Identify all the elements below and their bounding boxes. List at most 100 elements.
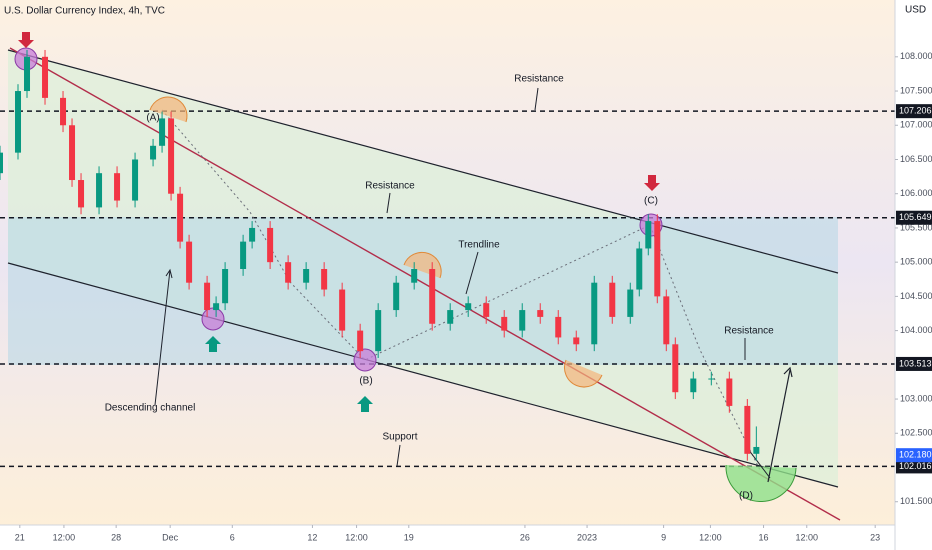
annotation: Resistance — [724, 326, 774, 337]
level-label: 107.206 — [899, 106, 932, 116]
arrows — [18, 32, 793, 483]
level-label: 105.649 — [899, 212, 932, 222]
candle-body — [186, 241, 193, 283]
candle-body — [96, 173, 103, 208]
candle-body — [429, 269, 436, 324]
candle-body — [726, 378, 733, 406]
y-tick-label: 106.000 — [900, 188, 932, 198]
channel-upper — [7, 49, 839, 274]
x-tick-label: 12:00 — [699, 532, 722, 542]
candle-body — [708, 378, 715, 380]
candle-body — [150, 145, 157, 160]
range-band — [8, 217, 838, 365]
candle-body — [267, 227, 274, 263]
candle-body — [663, 296, 670, 345]
annotation: Trendline — [458, 240, 500, 251]
level-label-box — [896, 210, 932, 225]
annotation: Resistance — [514, 74, 564, 85]
candle-body — [303, 269, 310, 283]
x-tick-label: 12:00 — [53, 532, 76, 542]
y-tick-label: 101.500 — [900, 496, 932, 506]
annotation: (C) — [644, 196, 658, 207]
level-label-box — [896, 459, 932, 474]
candle-body — [213, 303, 220, 311]
candle-body — [609, 282, 616, 317]
y-tick-label: 107.500 — [900, 85, 932, 95]
candle-body — [177, 193, 184, 242]
candle-body — [285, 262, 292, 283]
currency: USD — [905, 5, 926, 16]
candle-body — [573, 337, 580, 345]
x-tick-label: 9 — [661, 532, 666, 542]
candle-body — [537, 310, 544, 317]
chart-title: U.S. Dollar Currency Index, 4h, TVC — [4, 6, 165, 17]
candle-body — [465, 303, 472, 311]
last-price-box — [896, 448, 932, 463]
level-label-box — [896, 356, 932, 371]
candle-body — [393, 282, 400, 311]
candle-body — [15, 91, 22, 153]
x-tick-label: 19 — [404, 532, 414, 542]
level-label: 103.513 — [899, 358, 932, 368]
candle-body — [501, 316, 508, 331]
x-tick-label: 21 — [15, 532, 25, 542]
y-tick-label: 105.000 — [900, 257, 932, 267]
channel-lower — [7, 262, 839, 488]
candle-body — [645, 221, 652, 249]
candle-body — [411, 269, 418, 283]
candle-body — [159, 118, 166, 146]
time-axis — [0, 525, 895, 550]
candle-body — [114, 173, 121, 201]
annotation: (D) — [739, 491, 753, 502]
level-label-box — [896, 104, 932, 119]
candle-body — [339, 289, 346, 331]
candle-body — [555, 316, 562, 338]
x-tick-label: 23 — [870, 532, 880, 542]
y-tick-label: 102.500 — [900, 428, 932, 438]
candle-body — [627, 289, 634, 317]
candle-body — [375, 310, 382, 352]
candle-body — [753, 446, 760, 454]
level-label: 102.016 — [899, 461, 932, 471]
y-tick-label: 108.000 — [900, 51, 932, 61]
annotation: Descending channel — [105, 403, 196, 414]
candle-body — [24, 56, 31, 92]
candle-body — [321, 269, 328, 290]
annotation: (B) — [359, 376, 372, 387]
y-tick-label: 106.500 — [900, 154, 932, 164]
trendline — [9, 47, 841, 521]
candle-body — [744, 405, 751, 454]
candle-body — [42, 56, 49, 98]
candle-body — [204, 282, 211, 311]
candle-body — [519, 310, 526, 331]
candle-body — [0, 152, 3, 174]
y-tick-label: 105.500 — [900, 222, 932, 232]
candle-body — [591, 282, 598, 345]
x-tick-label: 12 — [307, 532, 317, 542]
candle-body — [447, 310, 454, 324]
annotation: (A) — [146, 113, 159, 124]
x-tick-label: 6 — [230, 532, 235, 542]
x-tick-label: 28 — [111, 532, 121, 542]
annotation: Support — [382, 432, 417, 443]
x-tick-label: 12:00 — [795, 532, 818, 542]
y-tick-label: 107.000 — [900, 120, 932, 130]
candle-body — [654, 221, 661, 297]
candle-body — [78, 180, 85, 208]
x-tick-label: 12:00 — [345, 532, 368, 542]
candle-body — [60, 97, 67, 126]
candle-body — [690, 378, 697, 393]
y-tick-label: 104.000 — [900, 325, 932, 335]
candle-body — [69, 125, 76, 181]
candle-body — [249, 227, 256, 242]
candle-body — [483, 303, 490, 317]
candle-body — [636, 248, 643, 290]
candle-body — [240, 241, 247, 270]
candle-body — [132, 159, 139, 201]
y-tick-label: 103.000 — [900, 393, 932, 403]
x-tick-label: 16 — [759, 532, 769, 542]
candle-body — [357, 330, 364, 352]
x-tick-label: 26 — [520, 532, 530, 542]
x-tick-label: 2023 — [577, 532, 597, 542]
